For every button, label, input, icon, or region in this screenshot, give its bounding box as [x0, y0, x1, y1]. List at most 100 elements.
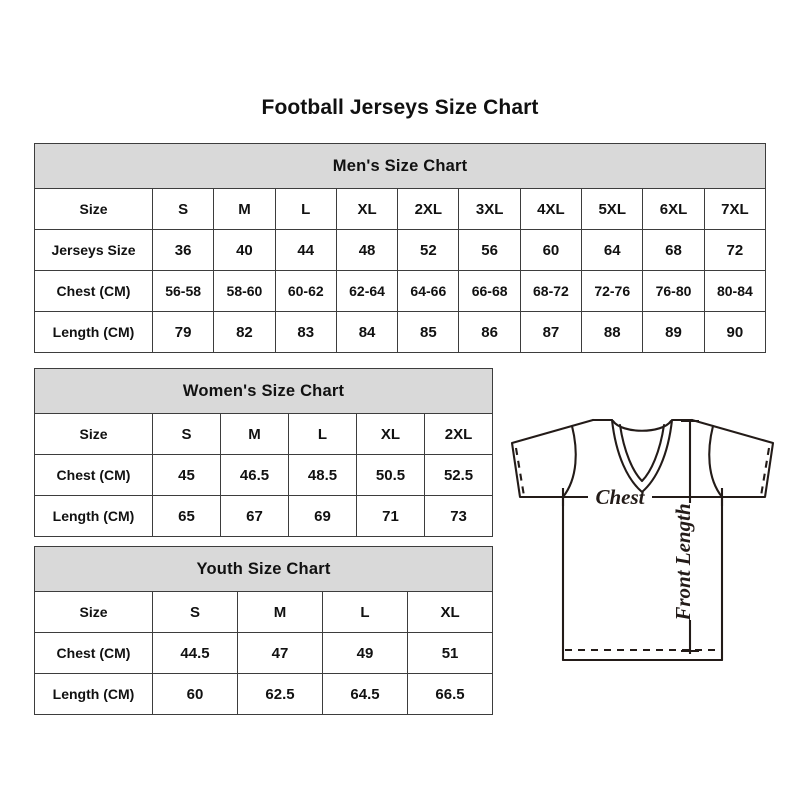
table-cell: 6XL	[642, 188, 705, 230]
table-cell: 87	[519, 311, 583, 353]
table-row: Chest (CM) 44.5 47 49 51	[34, 632, 494, 674]
table-title-row: Men's Size Chart	[33, 143, 767, 189]
row-label-chest: Chest (CM)	[34, 454, 153, 496]
table-cell: 51	[406, 632, 494, 674]
chest-label: Chest	[595, 485, 645, 509]
table-cell: 3XL	[458, 188, 521, 230]
table-row: Chest (CM) 45 46.5 48.5 50.5 52.5	[34, 454, 494, 496]
table-cell: S	[152, 413, 221, 455]
youth-size-chart-table: Youth Size Chart Size S M L XL Chest (CM…	[33, 546, 494, 715]
v-neck-collar-band	[611, 419, 673, 432]
table-cell: 7XL	[703, 188, 767, 230]
left-sleeve-outline	[510, 418, 595, 499]
row-label-length: Length (CM)	[34, 495, 153, 537]
table-cell: 64-66	[397, 270, 460, 312]
table-row: Chest (CM) 56-58 58-60 60-62 62-64 64-66…	[34, 270, 767, 312]
table-cell: L	[274, 188, 337, 230]
right-sleeve-cuff-dash	[759, 447, 771, 497]
table-cell: 62.5	[237, 673, 323, 715]
table-cell: 76-80	[642, 270, 705, 312]
row-label-size: Size	[34, 413, 153, 455]
table-cell: 49	[322, 632, 408, 674]
womens-size-chart-table: Women's Size Chart Size S M L XL 2XL Che…	[33, 368, 494, 537]
table-cell: 68-72	[519, 270, 583, 312]
table-cell: 5XL	[581, 188, 644, 230]
row-label-length: Length (CM)	[34, 311, 153, 353]
table-cell: 60	[519, 229, 583, 271]
table-cell: 44	[274, 229, 337, 271]
table-cell: 66.5	[406, 673, 494, 715]
table-cell: 69	[288, 495, 357, 537]
table-row: Size S M L XL 2XL	[34, 413, 494, 455]
row-label-chest: Chest (CM)	[34, 270, 153, 312]
table-row: Jerseys Size 36 40 44 48 52 56 60 64 68 …	[34, 229, 767, 271]
table-row: Size S M L XL 2XL 3XL 4XL 5XL 6XL 7XL	[34, 188, 767, 230]
table-cell: 50.5	[356, 454, 425, 496]
table-cell: 79	[151, 311, 215, 353]
table-cell: 85	[397, 311, 460, 353]
table-cell: S	[151, 188, 215, 230]
table-row: Length (CM) 65 67 69 71 73	[34, 495, 494, 537]
table-cell: M	[213, 188, 276, 230]
row-label-size: Size	[34, 188, 153, 230]
table-cell: 2XL	[397, 188, 460, 230]
row-label-length: Length (CM)	[34, 673, 153, 715]
table-cell: M	[220, 413, 289, 455]
right-sleeve-outline	[690, 418, 775, 499]
youth-table-title: Youth Size Chart	[33, 546, 494, 592]
table-row: Size S M L XL	[34, 591, 494, 633]
table-cell: XL	[406, 591, 494, 633]
table-cell: 2XL	[423, 413, 494, 455]
table-cell: 48.5	[288, 454, 357, 496]
table-title-row: Youth Size Chart	[33, 546, 494, 592]
page-title: Football Jerseys Size Chart	[261, 96, 539, 119]
row-label-size: Size	[34, 591, 153, 633]
table-cell: 52.5	[423, 454, 494, 496]
table-cell: XL	[356, 413, 425, 455]
table-cell: 47	[237, 632, 323, 674]
womens-table-title: Women's Size Chart	[33, 368, 494, 414]
left-armhole-seam	[561, 424, 577, 499]
table-cell: 56-58	[151, 270, 215, 312]
table-cell: 60	[152, 673, 238, 715]
mens-table-title: Men's Size Chart	[33, 143, 767, 189]
table-cell: 67	[220, 495, 289, 537]
table-cell: 56	[458, 229, 521, 271]
table-cell: S	[152, 591, 238, 633]
table-cell: 36	[151, 229, 215, 271]
table-cell: 64.5	[322, 673, 408, 715]
table-cell: 83	[274, 311, 337, 353]
row-label-jerseys-size: Jerseys Size	[34, 229, 153, 271]
table-cell: 88	[581, 311, 644, 353]
table-cell: 44.5	[152, 632, 238, 674]
table-cell: 72	[703, 229, 767, 271]
table-cell: 84	[335, 311, 399, 353]
table-cell: 80-84	[703, 270, 767, 312]
table-cell: 72-76	[581, 270, 644, 312]
v-neck-outer	[610, 418, 674, 494]
table-cell: 86	[458, 311, 521, 353]
table-row: Length (CM) 79 82 83 84 85 86 87 88 89 9…	[34, 311, 767, 353]
table-title-row: Women's Size Chart	[33, 368, 494, 414]
left-sleeve-cuff-dash	[514, 447, 526, 497]
table-cell: 52	[397, 229, 460, 271]
table-cell: 65	[152, 495, 221, 537]
table-cell: 82	[213, 311, 276, 353]
table-cell: 71	[356, 495, 425, 537]
table-cell: 89	[642, 311, 705, 353]
table-cell: 73	[423, 495, 494, 537]
table-cell: 62-64	[335, 270, 399, 312]
right-armhole-seam	[708, 424, 724, 499]
jersey-measurement-diagram: Chest Front Length	[500, 398, 785, 693]
table-cell: L	[322, 591, 408, 633]
table-cell: 90	[703, 311, 767, 353]
table-cell: 48	[335, 229, 399, 271]
table-cell: 68	[642, 229, 705, 271]
table-cell: 64	[581, 229, 644, 271]
table-cell: 4XL	[519, 188, 583, 230]
table-cell: 66-68	[458, 270, 521, 312]
table-row: Length (CM) 60 62.5 64.5 66.5	[34, 673, 494, 715]
v-neck-middle	[618, 423, 666, 483]
table-cell: 46.5	[220, 454, 289, 496]
table-cell: 60-62	[274, 270, 337, 312]
